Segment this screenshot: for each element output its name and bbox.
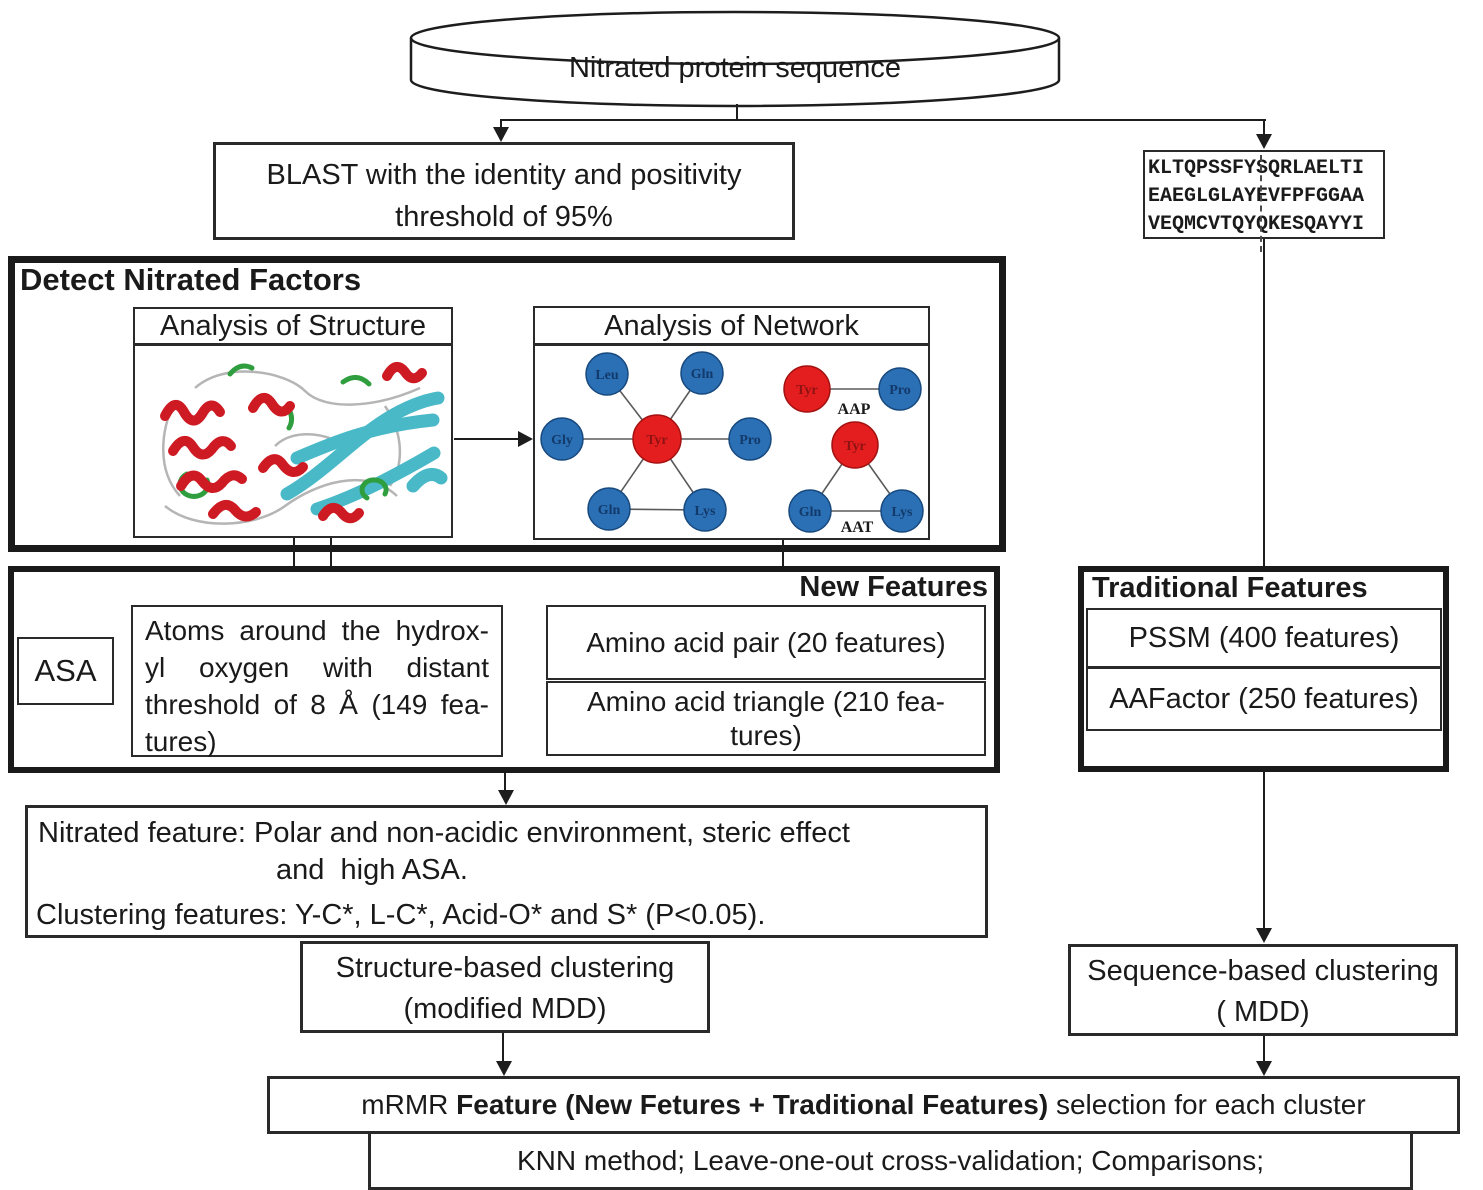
blast-line2: threshold of 95% [395, 201, 613, 233]
node-label-lys: Lys [694, 504, 716, 519]
amino-acid-triangle-line2: tures) [730, 720, 802, 751]
cylinder-label: Nitrated protein sequence [568, 52, 902, 84]
connector-structure-down-2 [330, 538, 332, 593]
node-label-pro: Pro [739, 433, 761, 448]
blast-line1: BLAST with the identity and positivity [266, 159, 742, 191]
atoms-line3: threshold of 8 Å (149 fea- [145, 689, 489, 720]
mrmr-prefix: mRMR [361, 1089, 457, 1120]
structure-clustering-box: Structure-based clustering (modified MDD… [300, 941, 710, 1033]
node-label-gln-bottom: Gln [598, 503, 621, 518]
connector-sequence-clustering-down [1263, 1036, 1265, 1063]
arrow-to-sequence [1256, 134, 1272, 149]
node-label-leu: Leu [595, 368, 619, 383]
node-label-lys-triangle: Lys [891, 505, 913, 520]
arrow-structure-to-mrmr [496, 1061, 512, 1076]
connector-sequence-to-traditional [1263, 239, 1265, 567]
atoms-line2: yl oxygen with distant [145, 652, 489, 683]
sequence-window: KLTQPSSFYSQRLAELTI EAEGLGLAYEVFPFGGAA VE… [1143, 150, 1385, 239]
node-label-tyr-triangle: Tyr [844, 439, 866, 454]
protein-structure-image-frame [133, 344, 453, 538]
node-label-pro-pair: Pro [889, 383, 911, 398]
amino-acid-triangle-line1: Amino acid triangle (210 fea- [587, 686, 945, 717]
structure-clustering-line1: Structure-based clustering [335, 952, 675, 984]
node-label-tyr-center: Tyr [646, 433, 668, 448]
sequence-line1: KLTQPSSFYSQRLAELTI [1148, 157, 1365, 180]
nitrated-line3: Clustering features: Y-C*, L-C*, Acid-O*… [36, 899, 766, 931]
cylinder-shape [409, 10, 1061, 108]
mrmr-suffix: selection for each cluster [1048, 1089, 1366, 1120]
mrmr-box: mRMR Feature (New Fetures + Traditional … [267, 1076, 1460, 1134]
sequence-center-dashed-line [1260, 155, 1262, 252]
atoms-line1: Atoms around the hydrox- [145, 615, 489, 646]
aafactor-box: AAFactor (250 features) [1086, 667, 1442, 731]
connector-structure-to-network [454, 438, 520, 440]
pssm-box: PSSM (400 features) [1086, 608, 1442, 668]
amino-acid-pair-box: Amino acid pair (20 features) [546, 605, 986, 680]
asa-box: ASA [17, 637, 114, 705]
nitrated-line2: and high ASA. [276, 854, 468, 886]
amino-acid-triangle-box: Amino acid triangle (210 fea- tures) [546, 681, 986, 756]
nitrated-line1: Nitrated feature: Polar and non-acidic e… [38, 817, 850, 849]
sequence-line2: EAEGLGLAYEVFPFGGAA [1148, 185, 1365, 208]
arrow-sequence-to-mrmr [1256, 1061, 1272, 1076]
connector-to-blast [500, 119, 502, 129]
connector-to-sequence [1263, 119, 1265, 136]
atoms-box: Atoms around the hydrox- yl oxygen with … [131, 605, 503, 757]
network-graph: Leu Gln Gly Pro Gln Lys Pro Gln Lys Tyr … [540, 351, 924, 536]
nitrated-feature-box: Nitrated feature: Polar and non-acidic e… [25, 805, 988, 938]
arrow-to-sequence-clustering [1256, 928, 1272, 943]
edge-label-aat: AAT [841, 519, 874, 536]
node-label-gly: Gly [551, 433, 573, 448]
mrmr-bold-segment: Feature (New Fetures + Traditional Featu… [456, 1089, 1049, 1120]
sequence-clustering-box: Sequence-based clustering ( MDD) [1068, 944, 1458, 1036]
connector-split [500, 119, 1266, 121]
arrow-to-blast [493, 127, 509, 142]
edge-label-aap: AAP [838, 401, 871, 418]
connector-stub [736, 104, 738, 121]
connector-newfeatures-down [504, 772, 506, 792]
connector-structure-clustering-down [502, 1033, 504, 1063]
protein-structure-image [160, 361, 448, 525]
node-label-gln-top: Gln [691, 367, 714, 382]
arrow-structure-to-network [518, 431, 533, 447]
sequence-line3: VEQMCVTQYQKESQAYYI [1148, 213, 1365, 236]
structure-clustering-line2: (modified MDD) [403, 993, 607, 1025]
sequence-clustering-line2: ( MDD) [1216, 996, 1310, 1028]
new-features-title: New Features [799, 571, 988, 603]
traditional-features-title: Traditional Features [1092, 572, 1368, 604]
atoms-line4: tures) [145, 726, 217, 757]
analysis-of-structure-header: Analysis of Structure [133, 307, 453, 345]
connector-traditional-down [1263, 770, 1265, 930]
detect-title: Detect Nitrated Factors [20, 262, 362, 297]
node-label-tyr-pair: Tyr [796, 383, 818, 398]
arrow-to-nitrated-box [498, 790, 514, 805]
node-label-gln-triangle: Gln [799, 505, 822, 520]
network-graph-frame: Leu Gln Gly Pro Gln Lys Pro Gln Lys Tyr … [533, 344, 930, 540]
analysis-of-network-header: Analysis of Network [533, 306, 930, 345]
sequence-clustering-line1: Sequence-based clustering [1087, 955, 1439, 987]
knn-box: KNN method; Leave-one-out cross-validati… [368, 1131, 1413, 1190]
blast-box: BLAST with the identity and positivity t… [213, 142, 795, 240]
